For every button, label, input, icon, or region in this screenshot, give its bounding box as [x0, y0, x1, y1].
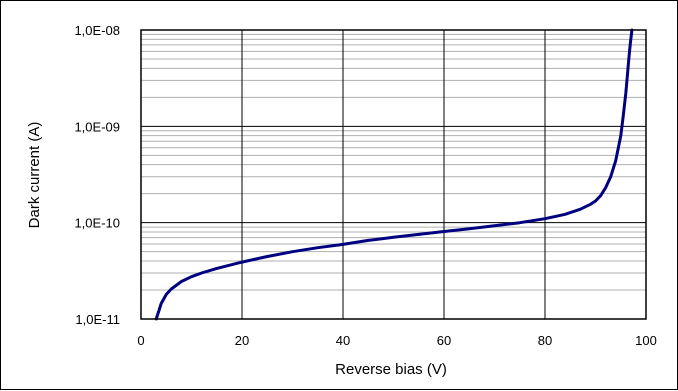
x-tick-label: 0	[137, 333, 144, 348]
plot-border-rect	[140, 29, 647, 320]
plot-background	[141, 30, 646, 319]
x-axis-label: Reverse bias (V)	[335, 361, 447, 378]
x-tick-label: 20	[235, 333, 249, 348]
series-line-0	[154, 28, 634, 321]
y-tick-label: 1,0E-10	[74, 216, 120, 231]
series-layer	[154, 28, 634, 321]
minor-gridlines	[141, 33, 646, 291]
x-tick-label: 80	[538, 333, 552, 348]
y-tick-label: 1,0E-08	[74, 23, 120, 38]
y-tick-labels: 1,0E-11 1,0E-10 1,0E-09 1,0E-08	[74, 23, 120, 327]
y-axis-label: Dark current (A)	[26, 122, 43, 229]
x-tick-label: 60	[437, 333, 451, 348]
plot-border	[140, 29, 647, 320]
x-tick-label: 40	[336, 333, 350, 348]
y-tick-label: 1,0E-11	[75, 312, 120, 327]
plot-area	[141, 30, 646, 319]
x-tick-labels: 0 20 40 60 80 100	[137, 333, 656, 348]
y-tick-label: 1,0E-09	[74, 119, 120, 134]
x-tick-label: 100	[635, 333, 657, 348]
